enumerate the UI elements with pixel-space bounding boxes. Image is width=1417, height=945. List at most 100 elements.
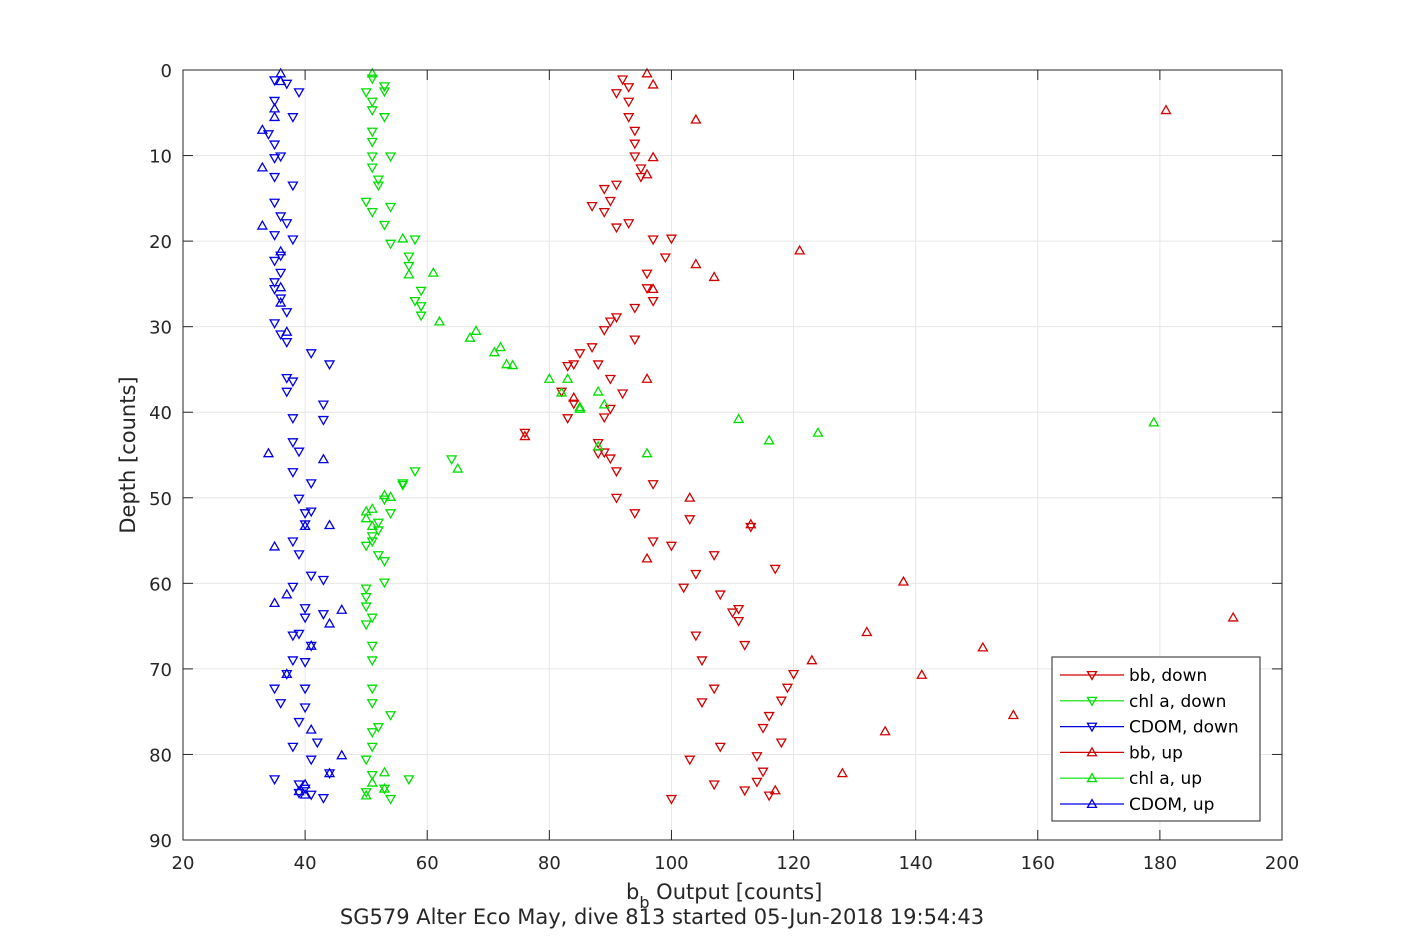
data-point [268,775,281,786]
data-point [488,346,501,357]
data-point [384,239,397,250]
data-point [604,374,617,385]
x-tick-label: 40 [294,853,317,874]
data-point [604,196,617,207]
data-point [268,684,281,695]
data-point [360,789,372,800]
series-4 [360,67,1160,800]
data-point [610,223,623,234]
data-point [372,526,384,537]
data-point [293,717,305,728]
data-point [366,106,378,117]
data-point [684,755,696,766]
data-point [592,438,604,449]
data-point [281,588,293,599]
data-point [360,602,372,613]
data-point [415,311,427,322]
data-point [256,124,268,134]
data-point [268,231,281,241]
data-point [281,668,293,679]
data-point [360,541,372,552]
data-point [323,519,336,530]
data-point [360,592,372,603]
data-point [757,767,769,778]
x-tick-label: 160 [1021,853,1055,874]
data-point [574,402,586,413]
x-tick-label: 120 [776,853,810,874]
plot-frame [182,69,1283,841]
data-point [366,641,378,652]
data-point [647,283,659,294]
data-point [641,373,653,383]
ticks: 20 40 60 80 100 120 140 160 180 200 0 10 20 30 40 50 60 7… [149,61,1299,874]
x-tick-label: 100 [654,853,688,874]
data-point [708,684,720,695]
data-point [745,518,757,529]
data-point [690,631,702,642]
data-point [647,235,659,246]
data-point [372,551,384,561]
data-point [299,778,311,789]
data-point [268,319,281,330]
data-point [403,268,415,279]
data-point [305,639,317,650]
data-point [378,113,391,123]
data-point [574,349,586,359]
data-point [665,541,678,552]
data-point [519,430,531,441]
data-point [592,385,604,396]
data-point [268,172,281,183]
data-point [568,399,580,410]
x-tick-label: 180 [1143,853,1177,874]
data-point [366,613,378,624]
data-point [293,788,305,799]
data-point [684,515,696,525]
y-tick-label: 0 [161,61,172,82]
data-point [287,414,299,425]
data-point [287,113,299,123]
data-point [751,752,763,762]
data-point [574,401,586,412]
data-point [378,220,391,231]
data-point [262,447,275,458]
legend-marker [1086,696,1098,707]
data-point [647,296,659,307]
data-point [293,550,305,561]
data-point [366,728,378,739]
data-point [317,415,330,426]
data-point [378,82,391,93]
data-point [500,358,513,369]
data-point [763,711,775,722]
y-tick-label: 20 [149,232,172,253]
data-point [641,447,653,458]
y-tick-label: 90 [149,831,172,852]
series-layer [256,67,1239,805]
data-point [366,163,378,174]
data-point [641,284,653,294]
legend-box [1051,656,1261,822]
data-point [275,281,287,292]
data-point [879,725,891,736]
data-point [714,742,726,753]
data-point [446,455,458,466]
data-point [378,489,391,500]
x-tick-label: 80 [538,853,561,874]
data-point [360,512,372,523]
data-point [641,269,653,280]
data-point [397,479,409,490]
data-point [275,251,287,262]
data-point [299,520,311,531]
data-point [268,278,281,288]
data-point [299,604,311,614]
data-point [452,462,464,473]
data-point [293,88,305,99]
data-point [384,152,397,163]
data-point [268,597,281,608]
x-axis-title-main: b [626,880,639,904]
data-point [366,770,378,781]
data-point [610,493,623,504]
data-point [317,794,330,804]
chart-caption: SG579 Alter Eco May, dive 813 started 05… [340,905,984,929]
data-point [757,723,769,734]
data-point [268,256,281,267]
